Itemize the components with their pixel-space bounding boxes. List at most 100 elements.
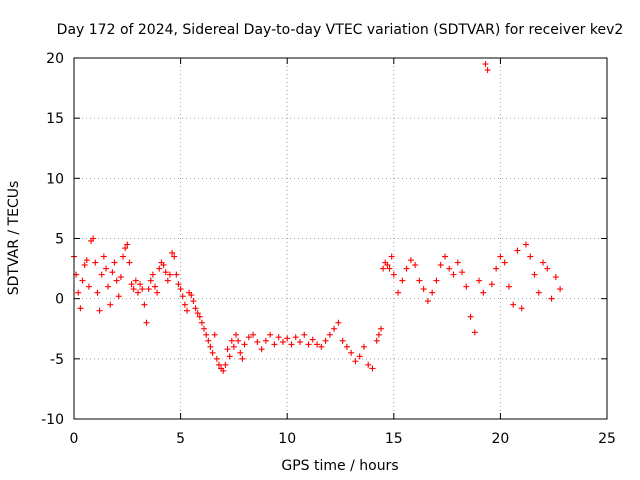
data-point (322, 337, 329, 344)
data-point (235, 337, 242, 344)
data-point (211, 331, 218, 338)
data-point (250, 331, 257, 338)
data-point (79, 277, 86, 284)
data-point (130, 286, 137, 293)
data-point (196, 313, 203, 320)
data-point (177, 286, 184, 293)
x-tick-label: 25 (598, 431, 616, 447)
data-point (343, 343, 350, 350)
data-point (258, 346, 265, 353)
data-point (81, 261, 88, 268)
data-point (241, 341, 248, 348)
data-point (301, 331, 308, 338)
data-point (375, 331, 382, 338)
data-point (94, 289, 101, 296)
data-point (412, 261, 419, 268)
data-point (369, 365, 376, 372)
data-point (160, 261, 167, 268)
data-point (137, 281, 144, 288)
chart-title: Day 172 of 2024, Sidereal Day-to-day VTE… (57, 22, 624, 38)
data-point (467, 313, 474, 320)
data-point (378, 325, 385, 332)
data-points (71, 61, 564, 374)
data-point (360, 343, 367, 350)
data-point (480, 289, 487, 296)
x-tick-label: 5 (176, 431, 185, 447)
data-point (98, 271, 105, 278)
data-point (198, 319, 205, 326)
data-point (497, 253, 504, 260)
x-axis-label: GPS time / hours (281, 458, 398, 474)
data-point (147, 277, 154, 284)
data-point (230, 343, 237, 350)
data-point (215, 361, 222, 368)
data-point (407, 257, 414, 264)
data-point (169, 249, 176, 256)
data-point (152, 283, 159, 290)
data-point (207, 343, 214, 350)
data-point (548, 295, 555, 302)
y-tick-label: -5 (50, 352, 64, 368)
data-point (105, 283, 112, 290)
y-tick-label: 5 (55, 232, 64, 248)
data-point (237, 349, 244, 356)
x-tick-label: 10 (278, 431, 296, 447)
y-tick-label: 0 (55, 292, 64, 308)
data-point (107, 301, 114, 308)
data-point (134, 289, 141, 296)
data-point (124, 241, 131, 248)
data-point (228, 337, 235, 344)
data-point (416, 277, 423, 284)
data-point (179, 293, 186, 300)
data-point (102, 265, 109, 272)
data-point (318, 343, 325, 350)
data-point (552, 274, 559, 281)
data-point (141, 301, 148, 308)
data-point (388, 253, 395, 260)
data-point (292, 334, 299, 341)
x-tick-label: 20 (491, 431, 509, 447)
y-tick-label: -10 (41, 412, 64, 428)
y-tick-label: 10 (46, 171, 64, 187)
data-point (262, 337, 269, 344)
data-point (181, 301, 188, 308)
data-point (117, 274, 124, 281)
data-point (113, 277, 120, 284)
data-point (175, 281, 182, 288)
data-point (188, 292, 195, 299)
data-point (226, 353, 233, 360)
data-point (271, 341, 278, 348)
data-point (194, 310, 201, 317)
data-point (154, 289, 161, 296)
data-point (203, 331, 210, 338)
data-point (335, 319, 342, 326)
data-point (96, 307, 103, 314)
data-point (463, 283, 470, 290)
data-point (83, 257, 90, 264)
data-point (493, 265, 500, 272)
data-point (540, 259, 547, 266)
data-point (488, 281, 495, 288)
data-point (471, 329, 478, 336)
data-point (296, 338, 303, 345)
data-point (75, 289, 82, 296)
data-point (220, 367, 227, 374)
data-point (164, 277, 171, 284)
y-tick-label: 20 (46, 51, 64, 67)
data-point (267, 331, 274, 338)
data-point (356, 353, 363, 360)
data-point (166, 271, 173, 278)
data-point (205, 337, 212, 344)
data-point (254, 338, 261, 345)
data-point (433, 277, 440, 284)
data-point (544, 265, 551, 272)
data-point (429, 289, 436, 296)
data-point (510, 301, 517, 308)
data-point (183, 307, 190, 314)
data-point (213, 355, 220, 362)
data-point (501, 259, 508, 266)
data-point (122, 245, 129, 252)
data-point (309, 336, 316, 343)
data-point (399, 277, 406, 284)
data-point (115, 293, 122, 300)
